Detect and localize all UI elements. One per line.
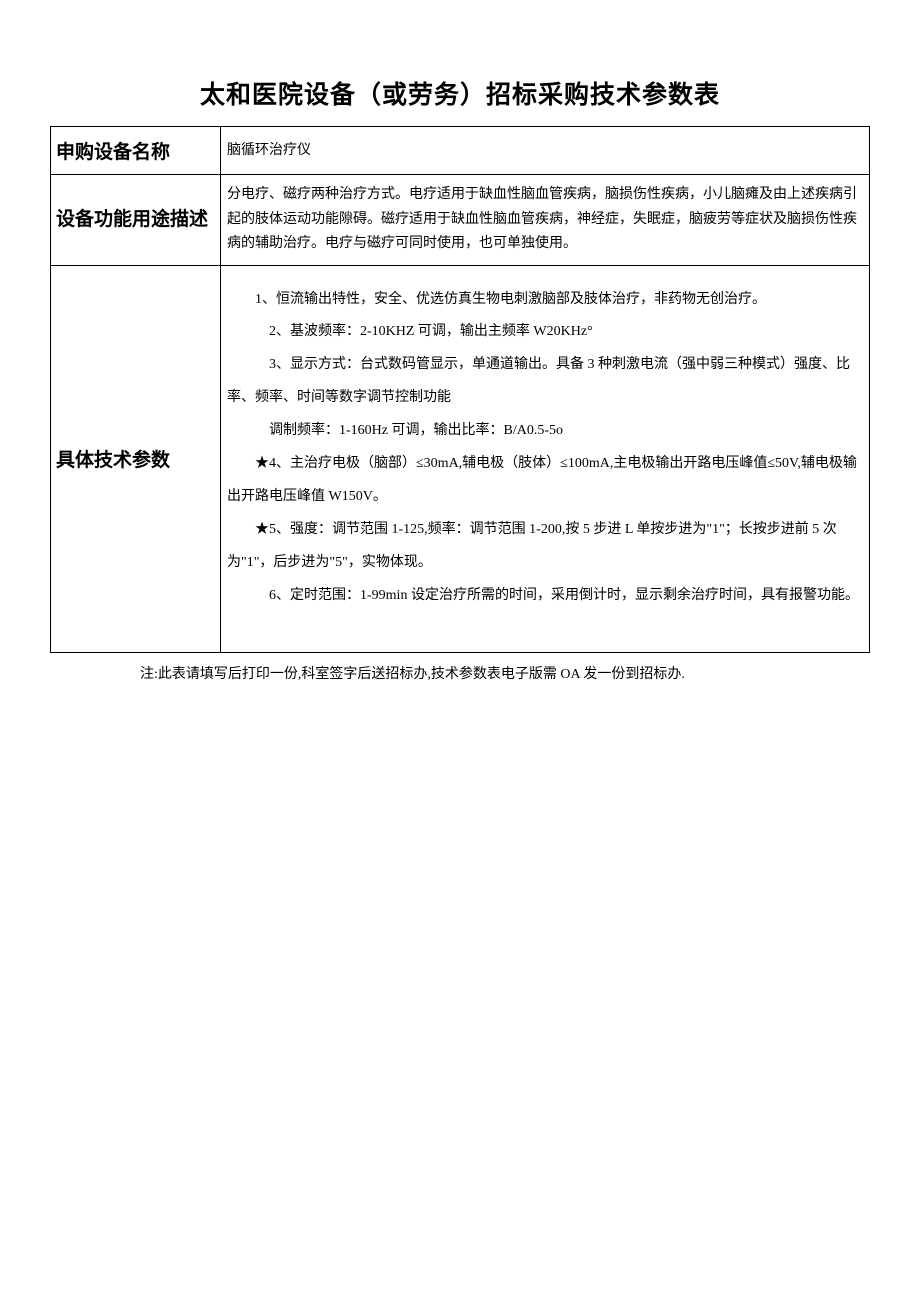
value-specs: 1、恒流输出特性，安全、优选仿真生物电刺激脑部及肢体治疗，非药物无创治疗。 2、… (221, 265, 870, 653)
table-row-device-name: 申购设备名称 脑循环治疗仪 (51, 127, 870, 175)
document-title: 太和医院设备（或劳务）招标采购技术参数表 (50, 75, 870, 111)
spec-item-3: 3、显示方式：台式数码管显示，单通道输出。具备 3 种刺激电流（强中弱三种模式）… (227, 349, 863, 415)
label-specs: 具体技术参数 (51, 265, 221, 653)
spec-item-6: ★5、强度：调节范围 1-125,频率：调节范围 1-200,按 5 步进 L … (227, 514, 863, 580)
label-device-name: 申购设备名称 (51, 127, 221, 175)
spec-item-5: ★4、主治疗电极（脑部）≤30mA,辅电极（肢体）≤100mA,主电极输出开路电… (227, 448, 863, 514)
value-device-name: 脑循环治疗仪 (221, 127, 870, 175)
spec-item-2: 2、基波频率：2-10KHZ 可调，输出主频率 W20KHz° (227, 316, 863, 349)
table-row-specs: 具体技术参数 1、恒流输出特性，安全、优选仿真生物电刺激脑部及肢体治疗，非药物无… (51, 265, 870, 653)
label-function: 设备功能用途描述 (51, 175, 221, 266)
spec-item-4: 调制频率：1-160Hz 可调，输出比率：B/A0.5-5o (227, 415, 863, 448)
spec-table: 申购设备名称 脑循环治疗仪 设备功能用途描述 分电疗、磁疗两种治疗方式。电疗适用… (50, 126, 870, 653)
spec-item-7: 6、定时范围：1-99min 设定治疗所需的时间，采用倒计时，显示剩余治疗时间，… (227, 580, 863, 613)
value-function: 分电疗、磁疗两种治疗方式。电疗适用于缺血性脑血管疾病，脑损伤性疾病，小儿脑瘫及由… (221, 175, 870, 266)
spec-item-1: 1、恒流输出特性，安全、优选仿真生物电刺激脑部及肢体治疗，非药物无创治疗。 (227, 284, 863, 317)
table-row-function: 设备功能用途描述 分电疗、磁疗两种治疗方式。电疗适用于缺血性脑血管疾病，脑损伤性… (51, 175, 870, 266)
footnote: 注:此表请填写后打印一份,科室签字后送招标办,技术参数表电子版需 OA 发一份到… (50, 663, 870, 683)
